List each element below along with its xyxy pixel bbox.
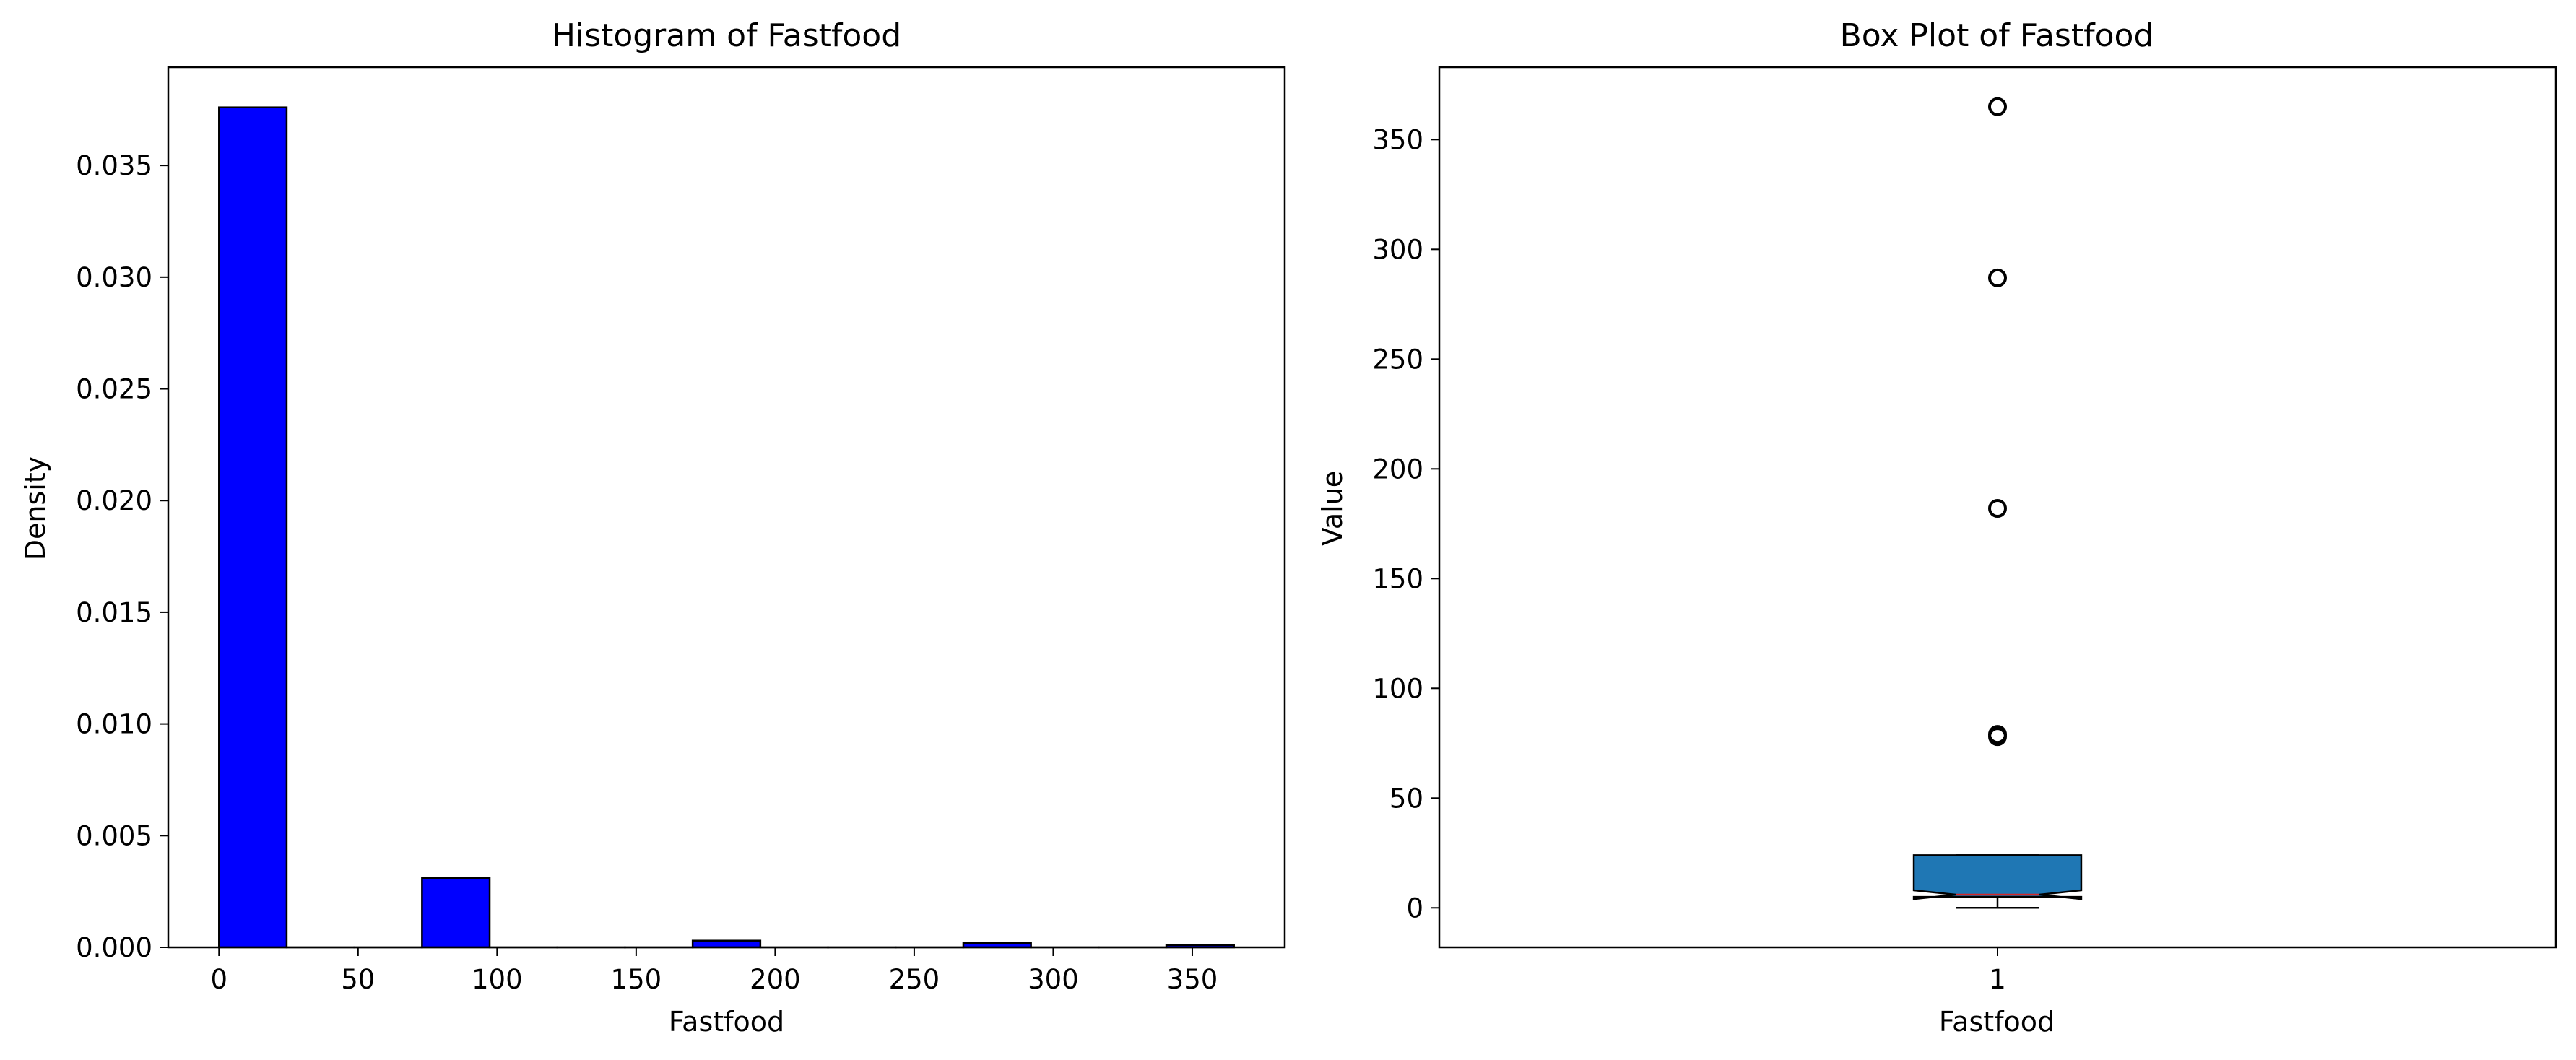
box-plot-outlier	[1988, 97, 2007, 116]
histogram-y-tick-label: 0.020	[76, 485, 152, 516]
histogram-x-ticks: 0 50 100 150 200 250 300 350	[210, 947, 1218, 995]
histogram-x-tick-label: 100	[472, 964, 523, 995]
box-plot-outlier	[1988, 499, 2007, 518]
histogram-y-tick-label: 0.035	[76, 150, 152, 181]
box-plot-y-tick-label: 300	[1372, 234, 1423, 265]
histogram-x-axis-label: Fastfood	[669, 1006, 784, 1038]
histogram-x-tick-label: 250	[889, 964, 940, 995]
box-plot-y-tick-label: 100	[1372, 673, 1423, 704]
histogram-panel: Histogram of Fastfood 0 50 100 150 200 250 300…	[19, 17, 1286, 1038]
histogram-y-tick-label: 0.010	[76, 709, 152, 740]
box-plot-outlier	[1988, 268, 2007, 287]
histogram-y-ticks: 0.000 0.005 0.010 0.015 0.020 0.025 0.030 0.035	[76, 150, 168, 963]
box-plot-panel: Box Plot of Fastfood 1 0 50 100 150 200 250 30…	[1317, 17, 2557, 1038]
box-plot-y-axis-label: Value	[1317, 471, 1348, 546]
box-plot-y-tick-label: 50	[1389, 783, 1423, 814]
box-plot-x-tick-label: 1	[1989, 964, 2006, 995]
histogram-title: Histogram of Fastfood	[552, 17, 901, 54]
box-plot-y-ticks: 0 50 100 150 200 250 300 350	[1372, 124, 1439, 924]
histogram-bar	[691, 939, 762, 949]
box-plot-y-tick-label: 350	[1372, 124, 1423, 155]
histogram-y-tick-label: 0.025	[76, 374, 152, 405]
box-plot-axes-frame	[1438, 66, 2557, 949]
box-plot-x-ticks: 1	[1989, 947, 2006, 995]
histogram-bar	[421, 877, 491, 949]
histogram-x-tick-label: 300	[1028, 964, 1079, 995]
histogram-x-tick-label: 150	[611, 964, 662, 995]
histogram-bars	[218, 106, 1235, 949]
histogram-y-tick-label: 0.000	[76, 932, 152, 963]
histogram-x-tick-label: 0	[210, 964, 227, 995]
box-plot-y-tick-label: 150	[1372, 563, 1423, 594]
box-plot-y-tick-label: 200	[1372, 453, 1423, 485]
histogram-x-tick-label: 200	[750, 964, 801, 995]
histogram-axes-frame	[167, 66, 1286, 949]
box-plot-box	[1912, 854, 2083, 900]
histogram-x-tick-label: 50	[341, 964, 375, 995]
histogram-y-tick-label: 0.005	[76, 820, 152, 851]
box-plot-title: Box Plot of Fastfood	[1840, 17, 2154, 54]
box-plot-x-axis-label: Fastfood	[1939, 1006, 2055, 1038]
histogram-x-tick-label: 350	[1167, 964, 1218, 995]
box-plot-marks	[1912, 97, 2083, 909]
box-plot-y-tick-label: 0	[1406, 892, 1423, 924]
histogram-bar	[218, 106, 288, 949]
box-plot-outlier	[1988, 725, 2007, 744]
histogram-y-tick-label: 0.030	[76, 262, 152, 293]
histogram-y-tick-label: 0.015	[76, 597, 152, 628]
box-plot-y-tick-label: 250	[1372, 344, 1423, 375]
histogram-y-axis-label: Density	[19, 456, 51, 560]
